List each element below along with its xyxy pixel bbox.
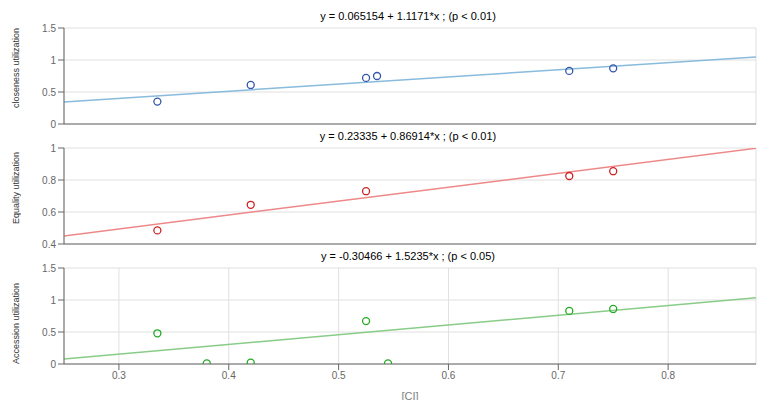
svg-text:0.4: 0.4 [222,370,236,381]
html-text:Accession utilization: Accession utilization [11,283,21,365]
svg-text:0.5: 0.5 [42,327,56,338]
svg-text:0: 0 [50,119,56,128]
svg-text:0.8: 0.8 [42,175,56,186]
svg-text:1: 1 [50,295,56,306]
html-text:closeness utilization: closeness utilization [11,28,21,108]
svg-text:0.3: 0.3 [112,370,126,381]
svg-text:1.5: 1.5 [42,264,56,274]
svg-text:1: 1 [50,55,56,66]
svg-text:0.7: 0.7 [551,370,565,381]
svg-text:1: 1 [50,144,56,154]
svg-text:0.6: 0.6 [441,370,455,381]
html-text:y = 0.065154 + 1.1171*x ; (p <: y = 0.065154 + 1.1171*x ; (p < 0.01) [320,10,496,22]
svg-text:1.5: 1.5 [42,24,56,34]
svg-text:0.5: 0.5 [332,370,346,381]
html-text:Equality utilization: Equality utilization [11,152,21,224]
html-text:y = -0.30466 + 1.5235*x ; (p <: y = -0.30466 + 1.5235*x ; (p < 0.05) [321,250,495,262]
svg-text:0.5: 0.5 [42,87,56,98]
svg-text:0.4: 0.4 [42,239,56,248]
svg-text:0.6: 0.6 [42,207,56,218]
svg-text:0.8: 0.8 [661,370,675,381]
html-text:y = 0.23335 + 0.86914*x ; (p <: y = 0.23335 + 0.86914*x ; (p < 0.01) [319,130,497,142]
svg-text:0: 0 [50,359,56,370]
svg-text:[CI]: [CI] [401,390,418,400]
